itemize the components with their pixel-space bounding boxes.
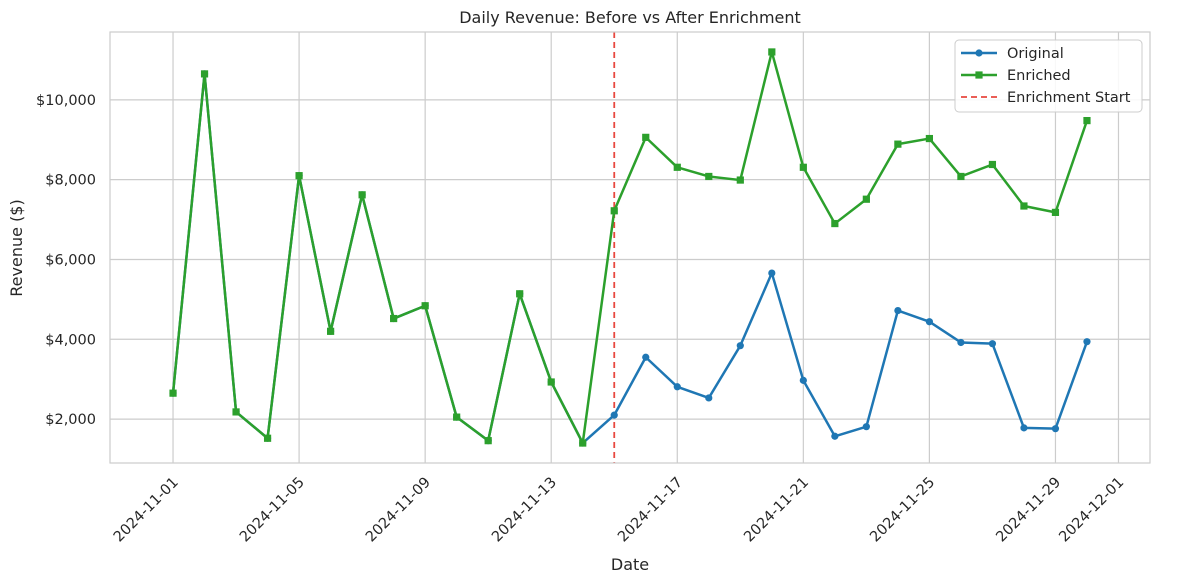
- y-tick-label: $2,000: [45, 412, 96, 428]
- chart-title: Daily Revenue: Before vs After Enrichmen…: [459, 8, 801, 27]
- enriched-point: [799, 163, 807, 171]
- original-point: [642, 353, 650, 361]
- enriched-point: [1051, 208, 1060, 216]
- legend-label-enrichment-start: Enrichment Start: [1007, 90, 1131, 106]
- original-point: [610, 411, 618, 419]
- y-axis-label: Revenue ($): [7, 199, 26, 296]
- original-point: [673, 383, 681, 391]
- enriched-point: [547, 378, 555, 386]
- x-tick-label: 2024-12-01: [1056, 475, 1127, 546]
- enriched-point: [925, 134, 933, 143]
- original-point: [736, 342, 744, 350]
- x-tick-label: 2024-11-29: [993, 475, 1064, 546]
- legend-marker-original: [975, 49, 983, 57]
- x-tick-label: 2024-11-17: [615, 475, 686, 546]
- enriched-point: [831, 219, 839, 228]
- enriched-point: [642, 133, 650, 141]
- enriched-point: [736, 176, 744, 184]
- original-point: [831, 432, 839, 440]
- original-point: [799, 376, 807, 384]
- x-tick-label: 2024-11-01: [111, 475, 182, 546]
- original-point: [768, 269, 776, 277]
- enriched-point: [957, 172, 965, 181]
- x-tick-label: 2024-11-21: [741, 475, 812, 546]
- original-point: [925, 318, 933, 326]
- enriched-point: [484, 437, 492, 445]
- original-point: [1083, 338, 1091, 346]
- enriched-point: [673, 163, 681, 171]
- plot-frame: [109, 31, 1151, 464]
- enriched-point: [358, 191, 366, 199]
- enriched-point: [421, 302, 429, 310]
- original-point: [705, 394, 713, 402]
- x-tick-label: 2024-11-13: [489, 475, 560, 546]
- legend-label-enriched: Enriched: [1007, 68, 1071, 84]
- enriched-point: [1083, 116, 1091, 125]
- tick-labels: $2,000 $4,000 $6,000 $8,000 $10,000 2024-11-0…: [36, 93, 1127, 546]
- original-point: [1020, 424, 1028, 432]
- legend: Original Enriched Enrichment Start: [954, 39, 1143, 113]
- legend-box: [954, 39, 1143, 113]
- y-tick-label: $10,000: [36, 93, 96, 109]
- y-tick-label: $4,000: [45, 332, 96, 348]
- enriched-point: [169, 389, 177, 397]
- series-layer: [169, 48, 1091, 447]
- enriched-point: [232, 408, 240, 416]
- enriched-point: [610, 207, 618, 215]
- original-point: [988, 340, 997, 348]
- enriched-point: [1020, 202, 1028, 210]
- enriched-point: [295, 172, 303, 180]
- x-tick-label: 2024-11-09: [363, 475, 434, 546]
- legend-marker-enriched: [975, 71, 983, 79]
- enriched-point: [705, 172, 713, 181]
- x-tick-label: 2024-11-25: [867, 475, 938, 546]
- original-point: [1051, 425, 1060, 433]
- original-point: [862, 423, 870, 431]
- enriched-point: [768, 48, 776, 56]
- original-series-line: [171, 72, 1089, 445]
- enriched-point: [263, 434, 272, 442]
- original-point: [894, 306, 902, 315]
- legend-label-original: Original: [1007, 46, 1064, 62]
- enriched-series-line: [171, 50, 1089, 445]
- enriched-point: [988, 160, 997, 169]
- y-tick-label: $6,000: [45, 252, 96, 268]
- enriched-point: [200, 70, 209, 78]
- x-tick-label: 2024-11-05: [237, 475, 308, 546]
- x-axis-label: Date: [611, 555, 649, 574]
- enriched-point: [862, 195, 870, 203]
- enriched-point: [894, 140, 902, 148]
- grid: [110, 32, 1150, 463]
- enriched-point: [327, 327, 335, 335]
- y-tick-label: $8,000: [45, 173, 96, 189]
- enriched-point: [579, 439, 587, 447]
- enriched-point: [516, 290, 524, 298]
- enriched-point: [453, 413, 461, 421]
- enriched-point: [390, 314, 398, 323]
- original-point: [957, 338, 965, 347]
